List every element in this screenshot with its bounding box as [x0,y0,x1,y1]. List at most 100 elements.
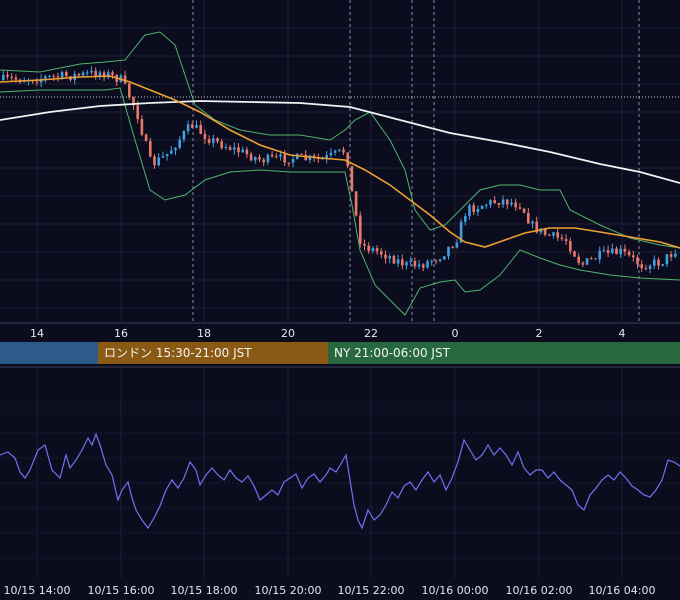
oscillator-line [0,432,680,530]
candle-body [581,262,585,265]
candle-body [94,70,97,77]
candle-body [2,74,5,80]
candle-body [451,246,454,248]
candle-body [153,156,156,166]
candle-body [203,133,207,140]
candle-body [518,207,522,209]
candle-body [380,251,383,255]
candle-body [514,202,517,208]
price-x-tick-label: 2 [535,327,543,340]
bollinger-bands [0,31,680,316]
candle-body [77,73,81,76]
candle-body [598,250,601,260]
candle-body [468,205,471,217]
candle-body [443,256,446,260]
candle-body [417,264,421,267]
candle-body [140,118,144,135]
candle-body [304,154,307,161]
candle-body [212,138,215,143]
candle-body [354,191,358,216]
candle-body [388,256,391,259]
candle-body [510,202,513,205]
candle-body [275,156,278,158]
candle-body [136,105,139,119]
candle-body [254,157,257,161]
candle-body [556,232,559,238]
candle-body [401,259,404,266]
candle-body [640,264,643,269]
osc-x-tick-label: 10/16 00:00 [421,584,489,597]
candle-body [338,149,341,151]
candle-body [577,256,580,263]
candle-body [44,76,47,79]
candle-body [81,72,85,76]
session-block-0 [0,342,98,364]
candle-body [325,155,328,159]
candle-body [434,260,438,262]
candle-body [543,228,547,235]
candle-body [623,248,627,252]
candle-body [573,251,576,257]
candle-body [527,212,530,224]
candle-body [489,200,492,205]
candle-body [65,72,68,77]
candle-body [636,257,639,265]
price-x-tick-label: 16 [114,327,128,340]
candle-body [627,251,631,256]
candle-body [228,147,232,150]
candle-body [60,72,64,78]
candle-body [132,97,135,106]
candle-body [392,256,396,264]
candle-body [216,138,219,142]
candle-body [648,265,652,270]
candle-body [86,72,89,74]
price-x-tick-label: 22 [364,327,378,340]
candle-body [506,199,509,205]
candle-body [384,254,387,259]
candle-body [606,250,610,254]
candle-body [170,150,173,154]
candle-body [371,248,375,251]
candle-body [426,261,429,268]
osc-x-tick-label: 10/15 16:00 [87,584,155,597]
candle-body [564,239,568,242]
candle-body [569,241,572,252]
candle-body [90,70,93,73]
candle-body [195,125,198,128]
osc-x-tick-label: 10/15 14:00 [3,584,71,597]
candle-body [611,248,614,254]
candle-body [560,237,564,240]
candle-body [258,157,261,160]
candle-body [409,261,412,263]
candle-body [653,259,656,266]
candle-body [669,254,673,257]
candle-body [535,221,538,233]
osc-x-tick-label: 10/15 18:00 [170,584,238,597]
candle-body [333,150,337,153]
candle-body [191,124,194,128]
candle-body [657,259,660,266]
candle-body [464,216,467,222]
candle-body [165,153,169,157]
candle-body [157,157,160,166]
candle-body [674,253,677,257]
candle-body [476,208,480,213]
price-x-tick-label: 14 [30,327,44,340]
price-x-tick-label: 4 [618,327,626,340]
candle-body [48,75,51,77]
candle-body [644,268,648,270]
candle-body [472,205,475,213]
candle-body [602,250,606,252]
candle-body [430,260,433,262]
candle-body [665,254,669,265]
candle-body [522,208,526,213]
candle-body [447,246,450,257]
candle-body [98,72,102,77]
osc-x-tick-label: 10/15 20:00 [254,584,322,597]
candle-body [56,76,60,78]
candle-body [455,242,459,248]
candle-body [237,147,240,153]
candle-body [128,83,131,98]
candle-body [270,154,274,157]
candle-body [220,141,223,149]
